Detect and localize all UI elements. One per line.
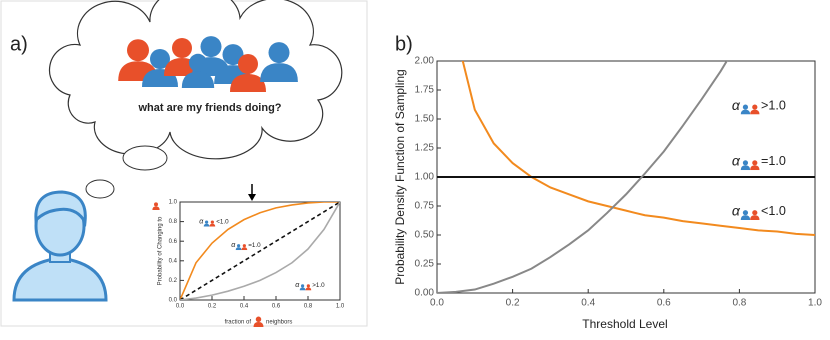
annotation-symbol: α (199, 218, 204, 225)
x-tick-label: 0.0 (430, 298, 444, 309)
series-line (180, 202, 340, 300)
x-tick-label: 0.8 (732, 298, 746, 309)
annotation-icon (204, 221, 216, 227)
x-tick-label: 1.0 (336, 304, 345, 310)
y-tick-label: 0.0 (169, 298, 178, 304)
y-tick-label: 0.8 (169, 219, 178, 225)
x-tick-label: 1.0 (808, 298, 822, 309)
y-axis-label: Probability of Changing to (158, 216, 164, 285)
annotation-condition: =1.0 (761, 154, 786, 168)
annotation-symbol: α (732, 203, 741, 219)
panel-label: a) (10, 33, 28, 55)
y-tick-label: 0.00 (415, 288, 435, 299)
x-tick-label: 0.0 (176, 304, 185, 310)
x-tick-label: 0.6 (657, 298, 671, 309)
y-tick-label: 1.00 (415, 172, 435, 183)
y-tick-label: 1.50 (415, 114, 435, 125)
x-axis-label: fraction of (225, 320, 252, 326)
y-tick-label: 1.0 (169, 200, 178, 206)
annotation-icon (300, 284, 312, 290)
y-tick-label: 0.25 (415, 259, 435, 270)
annotation-icon (741, 210, 760, 220)
y-label-icon (152, 202, 160, 210)
person-illustration (12, 190, 108, 302)
x-axis-label: neighbors (266, 320, 292, 326)
y-tick-label: 1.75 (415, 85, 435, 96)
series-line (437, 61, 728, 293)
annotation-condition: <1.0 (216, 218, 229, 225)
thought-cloud (48, 0, 343, 199)
y-tick-label: 0.50 (415, 230, 435, 241)
x-tick-label: 0.6 (272, 304, 281, 310)
x-tick-label: 0.4 (581, 298, 595, 309)
y-tick-label: 0.4 (169, 258, 178, 264)
annotation-condition: <1.0 (761, 204, 786, 218)
x-tick-label: 0.4 (240, 304, 249, 310)
y-axis-label: Probability Density Function of Sampling (393, 69, 407, 284)
x-axis-label: Threshold Level (582, 317, 667, 331)
series-line (461, 61, 815, 236)
y-tick-label: 0.6 (169, 239, 178, 245)
series-line (180, 202, 340, 300)
mini-frame (179, 201, 341, 301)
x-tick-label: 0.2 (506, 298, 520, 309)
annotation-symbol: α (295, 282, 300, 289)
annotation-condition: >1.0 (312, 282, 325, 289)
series-line (180, 202, 340, 300)
annotation-icon (741, 160, 760, 170)
annotation-symbol: α (231, 242, 236, 249)
y-tick-label: 2.00 (415, 56, 435, 67)
annotation-condition: >1.0 (761, 99, 786, 113)
x-label-icon (253, 316, 264, 327)
panel-label: b) (395, 33, 413, 55)
annotation-symbol: α (732, 153, 741, 169)
y-tick-label: 0.75 (415, 201, 435, 212)
annotation-icon (741, 105, 760, 115)
annotation-symbol: α (732, 97, 741, 113)
y-tick-label: 1.25 (415, 143, 435, 154)
thought-text: what are my friends doing? (137, 102, 281, 114)
annotation-condition: =1.0 (248, 242, 261, 249)
highlight-arrow (248, 184, 256, 201)
x-tick-label: 0.8 (304, 304, 313, 310)
y-tick-label: 0.2 (169, 278, 178, 284)
annotation-icon (236, 244, 248, 250)
x-tick-label: 0.2 (208, 304, 217, 310)
